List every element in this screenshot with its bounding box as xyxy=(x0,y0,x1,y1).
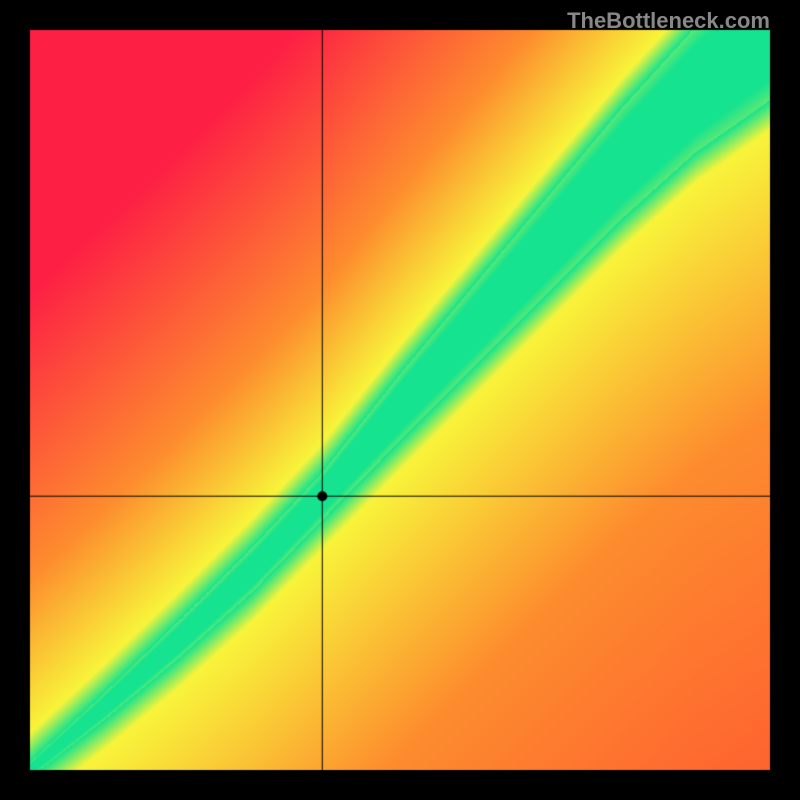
chart-container: TheBottleneck.com xyxy=(0,0,800,800)
watermark-text: TheBottleneck.com xyxy=(567,8,770,34)
heatmap-canvas xyxy=(0,0,800,800)
